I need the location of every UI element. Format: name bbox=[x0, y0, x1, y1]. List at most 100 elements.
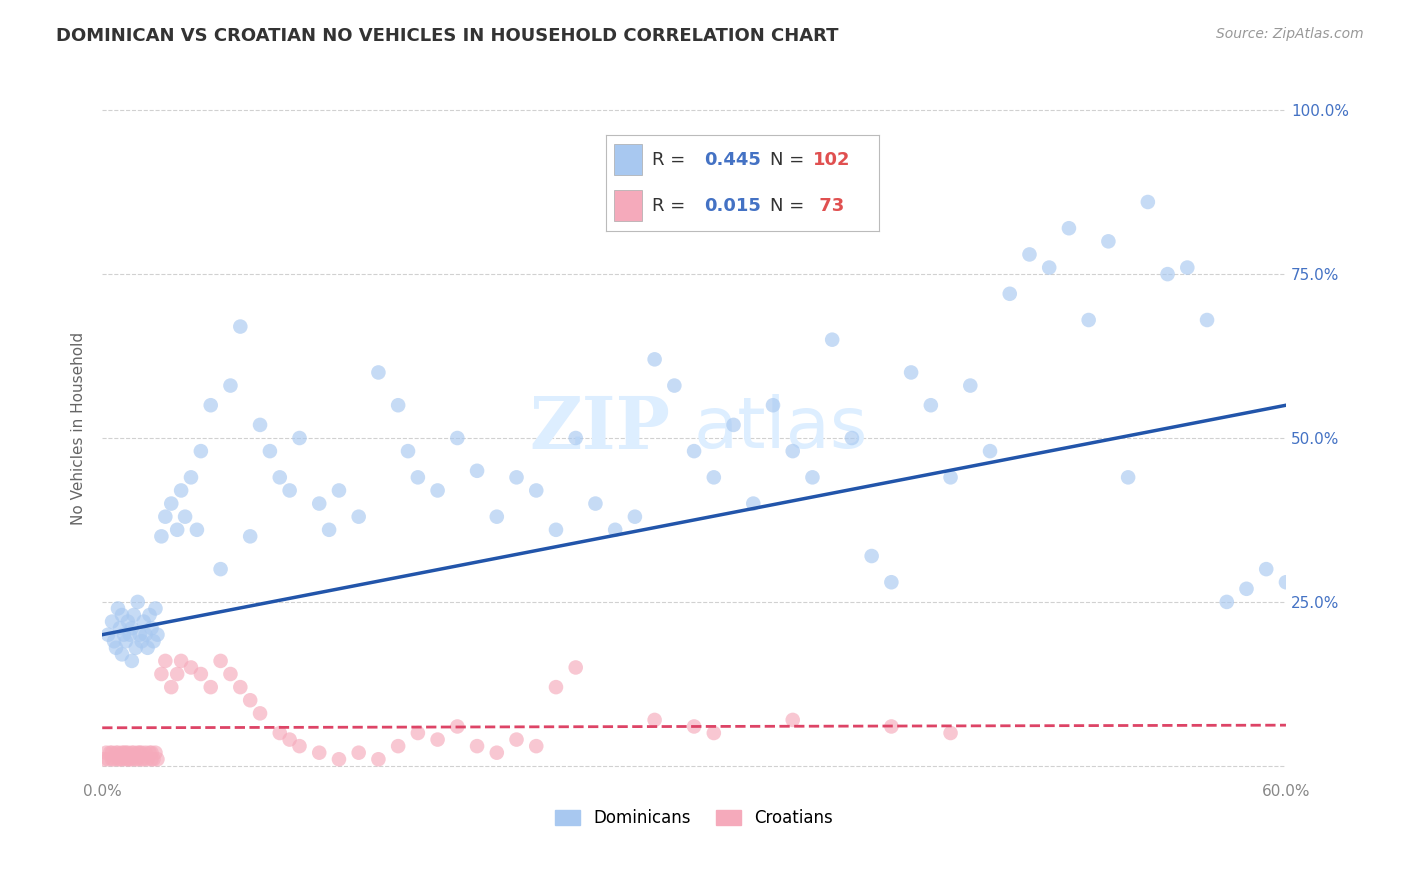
Point bbox=[900, 366, 922, 380]
Point bbox=[96, 746, 118, 760]
Point bbox=[396, 444, 419, 458]
Point bbox=[703, 470, 725, 484]
Point bbox=[1354, 398, 1376, 412]
Point bbox=[105, 746, 128, 760]
Point bbox=[544, 680, 567, 694]
Point bbox=[1156, 267, 1178, 281]
Point bbox=[209, 654, 232, 668]
Point bbox=[880, 575, 903, 590]
Point bbox=[219, 667, 242, 681]
Point bbox=[115, 634, 138, 648]
Point bbox=[160, 680, 183, 694]
Point bbox=[505, 732, 527, 747]
Point bbox=[465, 464, 488, 478]
Point bbox=[605, 523, 627, 537]
Point bbox=[278, 483, 301, 498]
Point bbox=[465, 739, 488, 753]
Point bbox=[269, 470, 291, 484]
Point bbox=[132, 752, 155, 766]
Text: R =: R = bbox=[652, 151, 692, 169]
Point bbox=[821, 333, 844, 347]
Point bbox=[959, 378, 981, 392]
Point bbox=[128, 746, 150, 760]
Point bbox=[97, 628, 120, 642]
Point bbox=[860, 549, 883, 563]
Point bbox=[103, 634, 125, 648]
Point bbox=[117, 746, 139, 760]
Point bbox=[135, 746, 157, 760]
Point bbox=[141, 752, 163, 766]
Point bbox=[112, 628, 135, 642]
Point bbox=[239, 693, 262, 707]
Point bbox=[1018, 247, 1040, 261]
Text: DOMINICAN VS CROATIAN NO VEHICLES IN HOUSEHOLD CORRELATION CHART: DOMINICAN VS CROATIAN NO VEHICLES IN HOU… bbox=[56, 27, 839, 45]
Point bbox=[664, 378, 686, 392]
Point bbox=[127, 595, 149, 609]
Point bbox=[138, 607, 160, 622]
Point bbox=[1275, 575, 1298, 590]
Point bbox=[101, 746, 124, 760]
Point bbox=[683, 444, 706, 458]
Point bbox=[308, 497, 330, 511]
Point bbox=[209, 562, 232, 576]
Point bbox=[505, 470, 527, 484]
Point bbox=[115, 746, 138, 760]
Point bbox=[107, 746, 129, 760]
Point bbox=[118, 752, 141, 766]
Point bbox=[145, 746, 167, 760]
Point bbox=[121, 752, 143, 766]
Point bbox=[127, 752, 149, 766]
Point bbox=[229, 319, 252, 334]
Point bbox=[146, 752, 169, 766]
Point bbox=[166, 523, 188, 537]
Legend: Dominicans, Croatians: Dominicans, Croatians bbox=[548, 803, 839, 834]
Point bbox=[288, 431, 311, 445]
Point bbox=[367, 366, 389, 380]
Point bbox=[117, 615, 139, 629]
Point bbox=[186, 523, 208, 537]
Point bbox=[524, 483, 547, 498]
Point bbox=[117, 752, 139, 766]
Point bbox=[1295, 509, 1317, 524]
Point bbox=[219, 378, 242, 392]
Point bbox=[1077, 313, 1099, 327]
Text: Source: ZipAtlas.com: Source: ZipAtlas.com bbox=[1216, 27, 1364, 41]
Point bbox=[170, 483, 193, 498]
Point bbox=[132, 615, 155, 629]
Point bbox=[723, 417, 745, 432]
Point bbox=[288, 739, 311, 753]
Point bbox=[1116, 470, 1139, 484]
Point bbox=[239, 529, 262, 543]
Point bbox=[1315, 378, 1337, 392]
Point bbox=[426, 732, 449, 747]
Point bbox=[101, 752, 124, 766]
Text: 0.015: 0.015 bbox=[704, 196, 761, 215]
Point bbox=[122, 607, 145, 622]
Point bbox=[979, 444, 1001, 458]
Point bbox=[387, 398, 409, 412]
Point bbox=[121, 621, 143, 635]
Bar bbox=[614, 145, 641, 175]
Point bbox=[1195, 313, 1218, 327]
Point bbox=[155, 654, 177, 668]
Point bbox=[145, 601, 167, 615]
Point bbox=[128, 628, 150, 642]
Point bbox=[446, 431, 468, 445]
Text: 102: 102 bbox=[813, 151, 851, 169]
Point bbox=[127, 746, 149, 760]
Point bbox=[112, 746, 135, 760]
Text: atlas: atlas bbox=[695, 393, 869, 463]
Point bbox=[683, 719, 706, 733]
Point bbox=[229, 680, 252, 694]
Point bbox=[170, 654, 193, 668]
Point bbox=[166, 667, 188, 681]
Point bbox=[142, 752, 165, 766]
Point bbox=[446, 719, 468, 733]
Point bbox=[1236, 582, 1258, 596]
Point bbox=[190, 667, 212, 681]
Point bbox=[269, 726, 291, 740]
Point bbox=[136, 640, 159, 655]
Point bbox=[564, 431, 586, 445]
Text: 73: 73 bbox=[813, 196, 845, 215]
Point bbox=[278, 732, 301, 747]
